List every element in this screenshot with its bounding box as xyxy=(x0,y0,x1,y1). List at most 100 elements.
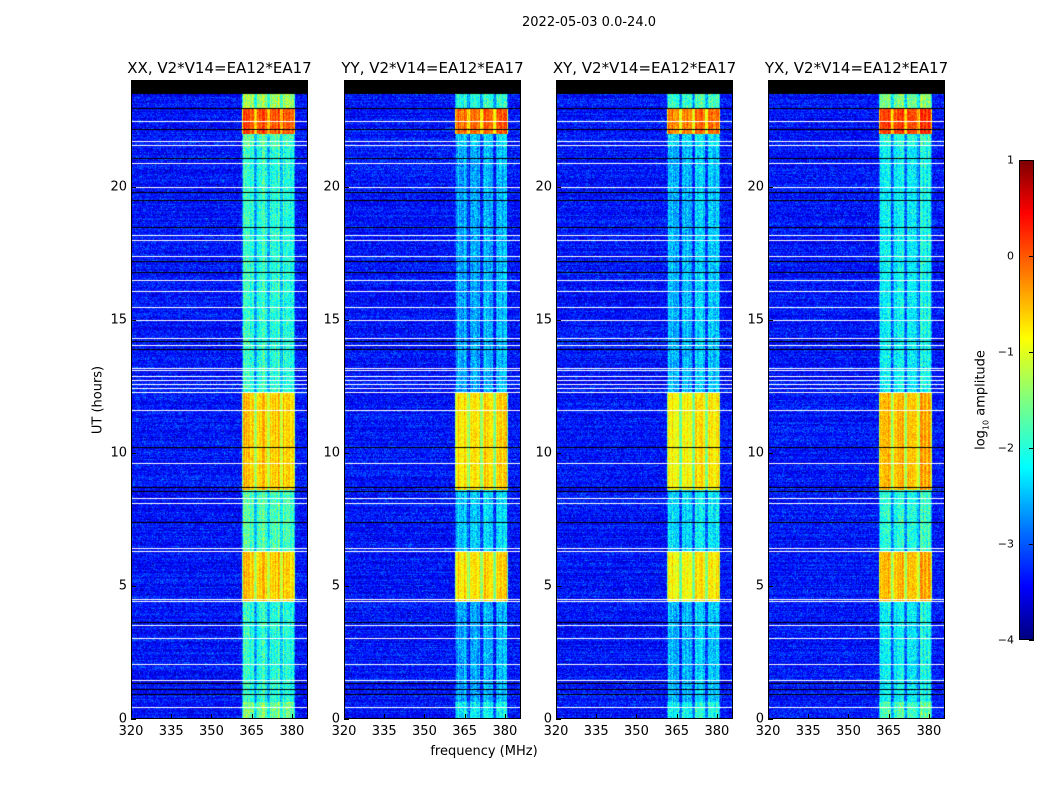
x-tick-label: 350 xyxy=(624,724,649,739)
colorbar-label-sub: 10 xyxy=(981,419,991,431)
panel-title: XX, V2*V14=EA12*EA17 xyxy=(127,59,312,77)
colorbar-tick-label: 1 xyxy=(1007,153,1014,167)
colorbar-tick-label: −1 xyxy=(997,345,1014,359)
x-tick-label: 380 xyxy=(492,724,518,739)
colorbar-label-main: log xyxy=(973,430,989,450)
x-tick-mark xyxy=(211,714,213,719)
y-tick-mark xyxy=(344,319,349,321)
y-tick-mark xyxy=(344,719,349,720)
spectrogram-panel xyxy=(768,80,945,719)
colorbar-label: log10 amplitude xyxy=(974,350,991,450)
y-tick-mark xyxy=(131,319,136,321)
x-tick-label: 335 xyxy=(583,724,609,739)
y-tick-label: 20 xyxy=(323,179,340,194)
colorbar-tick-mark xyxy=(1029,640,1034,641)
y-tick-label: 0 xyxy=(118,711,127,727)
y-tick-mark xyxy=(556,319,561,321)
x-tick-label: 320 xyxy=(331,724,357,739)
panel-title: YY, V2*V14=EA12*EA17 xyxy=(341,59,524,77)
x-tick-mark xyxy=(928,714,930,719)
y-tick-label: 10 xyxy=(110,445,127,461)
x-tick-mark xyxy=(808,714,810,719)
heatmap-canvas xyxy=(557,81,732,718)
y-tick-label: 10 xyxy=(747,445,764,461)
x-tick-mark xyxy=(171,714,173,719)
colorbar-label-rest: amplitude xyxy=(973,350,989,420)
colorbar-tick-mark xyxy=(1029,256,1034,257)
x-tick-label: 335 xyxy=(158,724,184,739)
x-tick-label: 365 xyxy=(239,724,265,739)
colorbar-tick-label: 0 xyxy=(1007,249,1014,263)
x-tick-mark xyxy=(888,714,890,719)
y-tick-label: 0 xyxy=(543,711,552,727)
x-tick-label: 380 xyxy=(916,724,942,739)
x-tick-label: 320 xyxy=(118,724,144,739)
y-tick-mark xyxy=(768,719,773,720)
x-tick-mark xyxy=(556,714,557,719)
y-tick-mark xyxy=(768,585,773,587)
heatmap-canvas xyxy=(132,81,307,718)
x-tick-label: 365 xyxy=(452,724,478,739)
x-tick-label: 380 xyxy=(279,724,305,739)
x-tick-label: 365 xyxy=(664,724,690,739)
x-tick-mark xyxy=(768,714,769,719)
y-tick-label: 5 xyxy=(755,578,764,594)
y-axis-label: UT (hours) xyxy=(90,365,106,435)
y-tick-mark xyxy=(131,186,136,188)
y-tick-mark xyxy=(131,585,136,587)
colorbar-tick-label: −4 xyxy=(997,633,1014,647)
figure-title: 2022-05-03 0.0-24.0 xyxy=(522,15,656,30)
heatmap-canvas xyxy=(345,81,520,718)
heatmap-canvas xyxy=(769,81,944,718)
x-tick-mark xyxy=(291,714,293,719)
x-tick-mark xyxy=(676,714,678,719)
y-tick-label: 15 xyxy=(323,312,340,328)
panel-title: YX, V2*V14=EA12*EA17 xyxy=(764,59,949,77)
y-tick-mark xyxy=(556,452,561,454)
colorbar-tick-label: −2 xyxy=(997,441,1014,455)
colorbar-tick-mark xyxy=(1029,160,1034,161)
spectrogram-panel xyxy=(344,80,521,719)
x-tick-label: 320 xyxy=(543,724,569,739)
panel-title: XY, V2*V14=EA12*EA17 xyxy=(552,59,737,77)
y-tick-label: 5 xyxy=(118,578,127,594)
y-tick-mark xyxy=(768,452,773,454)
y-tick-label: 15 xyxy=(110,312,127,328)
x-axis-label: frequency (MHz) xyxy=(430,744,538,759)
y-tick-mark xyxy=(768,319,773,321)
y-tick-label: 5 xyxy=(543,578,552,594)
y-tick-label: 15 xyxy=(535,312,552,328)
x-tick-mark xyxy=(251,714,253,719)
x-tick-label: 350 xyxy=(199,724,224,739)
y-tick-mark xyxy=(131,719,136,720)
y-tick-mark xyxy=(556,719,561,720)
x-tick-mark xyxy=(504,714,506,719)
y-tick-mark xyxy=(556,585,561,587)
x-tick-mark xyxy=(344,714,345,719)
y-tick-label: 5 xyxy=(331,578,340,594)
colorbar xyxy=(1019,160,1034,640)
y-tick-label: 20 xyxy=(535,179,552,194)
x-tick-mark xyxy=(464,714,466,719)
y-tick-mark xyxy=(344,186,349,188)
x-tick-label: 350 xyxy=(836,724,861,739)
y-tick-label: 15 xyxy=(747,312,764,328)
spectrogram-panel xyxy=(556,80,733,719)
x-tick-mark xyxy=(636,714,638,719)
y-tick-label: 10 xyxy=(535,445,552,461)
x-tick-mark xyxy=(848,714,850,719)
colorbar-tick-mark xyxy=(1029,352,1034,353)
x-tick-mark xyxy=(424,714,426,719)
colorbar-tick-mark xyxy=(1029,544,1034,545)
x-tick-mark xyxy=(131,714,132,719)
x-tick-label: 350 xyxy=(412,724,437,739)
x-tick-label: 335 xyxy=(371,724,397,739)
x-tick-mark xyxy=(384,714,386,719)
x-tick-mark xyxy=(716,714,718,719)
x-tick-label: 365 xyxy=(876,724,902,739)
y-tick-label: 10 xyxy=(323,445,340,461)
y-tick-label: 20 xyxy=(110,179,127,194)
y-tick-label: 0 xyxy=(331,711,340,727)
spectrogram-panel xyxy=(131,80,308,719)
